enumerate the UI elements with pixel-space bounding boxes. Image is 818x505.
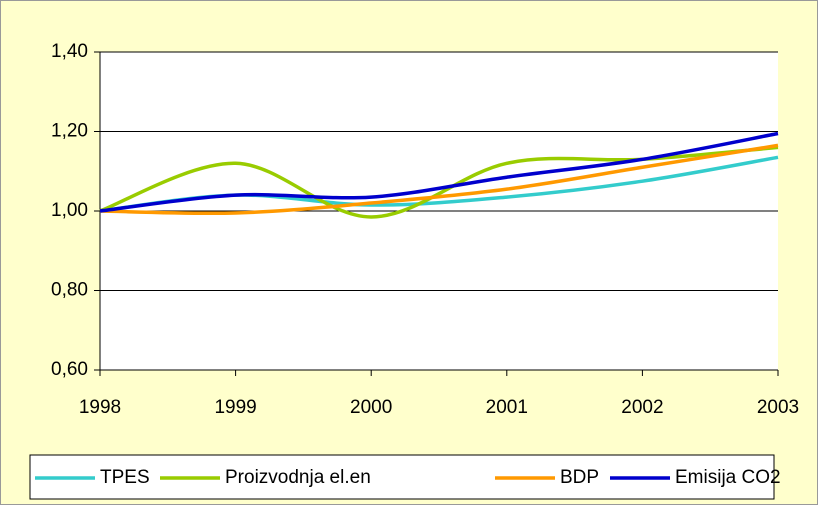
x-tick-label: 2002 (621, 397, 663, 418)
y-tick-label: 1,00 (51, 200, 88, 221)
legend-label: Emisija CO2 (675, 467, 781, 488)
y-tick-label: 0,80 (51, 280, 88, 301)
y-tick-label: 0,60 (51, 359, 88, 380)
x-tick-label: 2001 (486, 397, 528, 418)
legend-label: Proizvodnja el.en (225, 467, 371, 488)
y-tick-label: 1,40 (51, 41, 88, 62)
y-tick-label: 1,20 (51, 121, 88, 142)
x-tick-label: 2003 (757, 397, 799, 418)
series-line (99, 143, 779, 216)
legend-label: BDP (560, 467, 599, 488)
x-tick-label: 1998 (79, 397, 121, 418)
x-tick-label: 1999 (214, 397, 256, 418)
legend-label: TPES (100, 467, 150, 488)
x-tick-label: 2000 (350, 397, 392, 418)
series-line (99, 131, 779, 213)
